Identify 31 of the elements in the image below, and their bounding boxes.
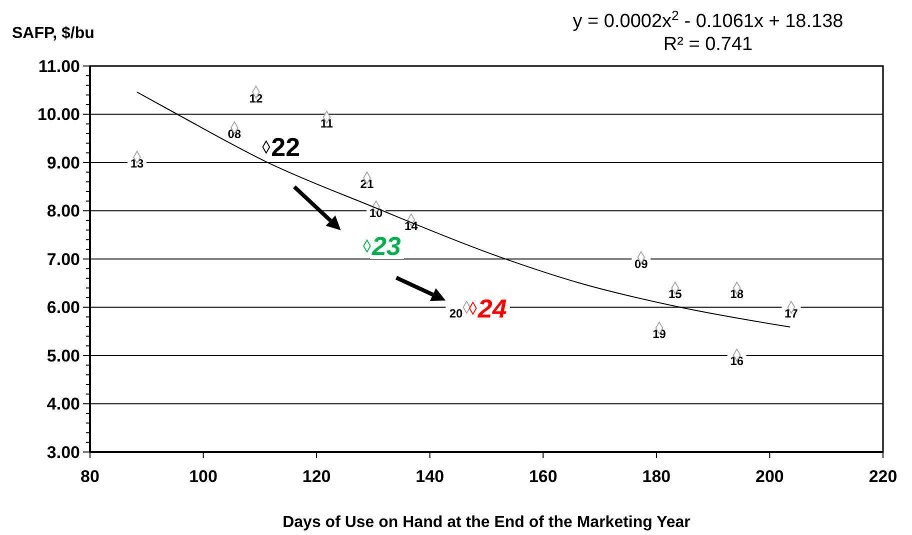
y-tick-label: 10.00 <box>37 105 80 124</box>
text: R² = 0.741 <box>663 34 753 55</box>
annotation: 11 <box>320 116 334 130</box>
annotation: 23 <box>370 231 402 262</box>
x-tick-label: 180 <box>642 467 671 486</box>
annotation: 16 <box>730 354 744 368</box>
y-tick-label: 8.00 <box>46 202 80 221</box>
annotation: 20 <box>449 306 463 320</box>
x-tick-label: 100 <box>189 467 218 486</box>
annotation: 17 <box>784 306 798 320</box>
annotation: 13 <box>130 156 144 170</box>
annotation: 22 <box>271 132 300 162</box>
x-axis-title: Days of Use on Hand at the End of the Marketing Year <box>282 514 690 531</box>
text: y = 0.0002x$^{2}$ - 0.1061x + 18.138 <box>572 8 844 32</box>
x-tick-label: 220 <box>868 467 898 486</box>
y-tick-label: 11.00 <box>38 56 80 76</box>
y-axis-title: SAFP, $/bu <box>12 25 94 42</box>
x-tick-label: 140 <box>416 467 444 486</box>
x-tick-label: 200 <box>756 467 784 486</box>
y-tick-label: 7.00 <box>46 250 80 269</box>
y-tick-label: 3.00 <box>46 442 80 462</box>
annotation: 12 <box>249 91 263 106</box>
y-tick-label: 9.00 <box>46 153 80 172</box>
y-tick-label: 5.00 <box>46 346 80 366</box>
y-tick-label: 4.00 <box>46 394 80 414</box>
y-tick-label: 6.00 <box>46 298 80 318</box>
annotation: 24 <box>476 293 508 324</box>
x-tick-label: 80 <box>80 467 100 486</box>
annotation: 14 <box>404 219 418 234</box>
x-tick-label: 160 <box>528 467 558 486</box>
x-tick-label: 120 <box>302 467 331 486</box>
